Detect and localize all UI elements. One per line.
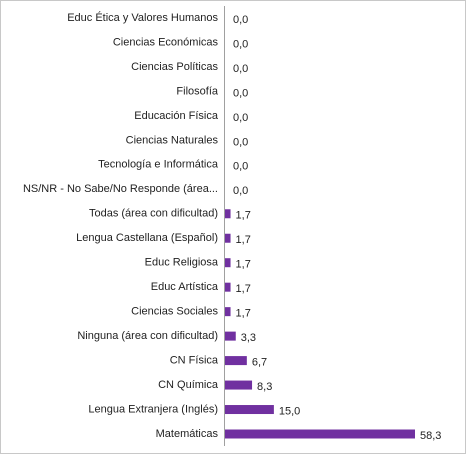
category-label: CN Química [158,379,219,391]
bar [225,307,231,317]
bar [225,331,236,341]
category-label: Lengua Extranjera (Inglés) [88,403,218,415]
category-label: Tecnología e Informática [98,159,219,171]
bar [225,258,231,268]
category-label: Educ Artística [151,281,219,293]
category-label: Lengua Castellana (Español) [76,232,218,244]
value-label: 0,0 [233,185,248,197]
value-label: 6,7 [252,356,267,368]
category-label: Ninguna (área con dificultad) [77,330,218,342]
value-label: 8,3 [257,381,272,393]
value-label: 0,0 [233,38,248,50]
value-label: 1,7 [236,210,251,222]
bar [225,233,231,243]
value-label: 1,7 [236,234,251,246]
bar [225,380,253,390]
value-label: 1,7 [236,308,251,320]
category-label: Ciencias Económicas [113,36,219,48]
category-label: Educ Ética y Valores Humanos [67,11,218,24]
value-label: 3,3 [241,332,256,344]
category-label: Ciencias Políticas [131,61,218,73]
value-label: 0,0 [233,112,248,124]
category-label: NS/NR - No Sabe/No Responde (área... [23,183,218,195]
value-label: 0,0 [233,63,248,75]
value-label: 1,7 [236,259,251,271]
category-label: Todas (área con dificultad) [89,208,218,220]
value-label: 0,0 [233,87,248,99]
bar [225,429,415,439]
bar [225,282,231,292]
category-label: Ciencias Sociales [131,306,218,318]
category-label: CN Física [170,354,219,366]
category-label: Educ Religiosa [145,257,219,269]
value-label: 1,7 [236,283,251,295]
bar [225,405,274,415]
value-label: 0,0 [233,14,248,26]
category-label: Filosofía [176,85,218,97]
value-label: 58,3 [420,430,441,442]
value-label: 0,0 [233,161,248,173]
category-label: Ciencias Naturales [126,134,219,146]
category-label: Matemáticas [156,428,219,440]
value-label: 0,0 [233,136,248,148]
bar [225,209,231,219]
category-label: Educación Física [134,110,219,122]
value-label: 15,0 [279,405,300,417]
bar [225,356,247,366]
